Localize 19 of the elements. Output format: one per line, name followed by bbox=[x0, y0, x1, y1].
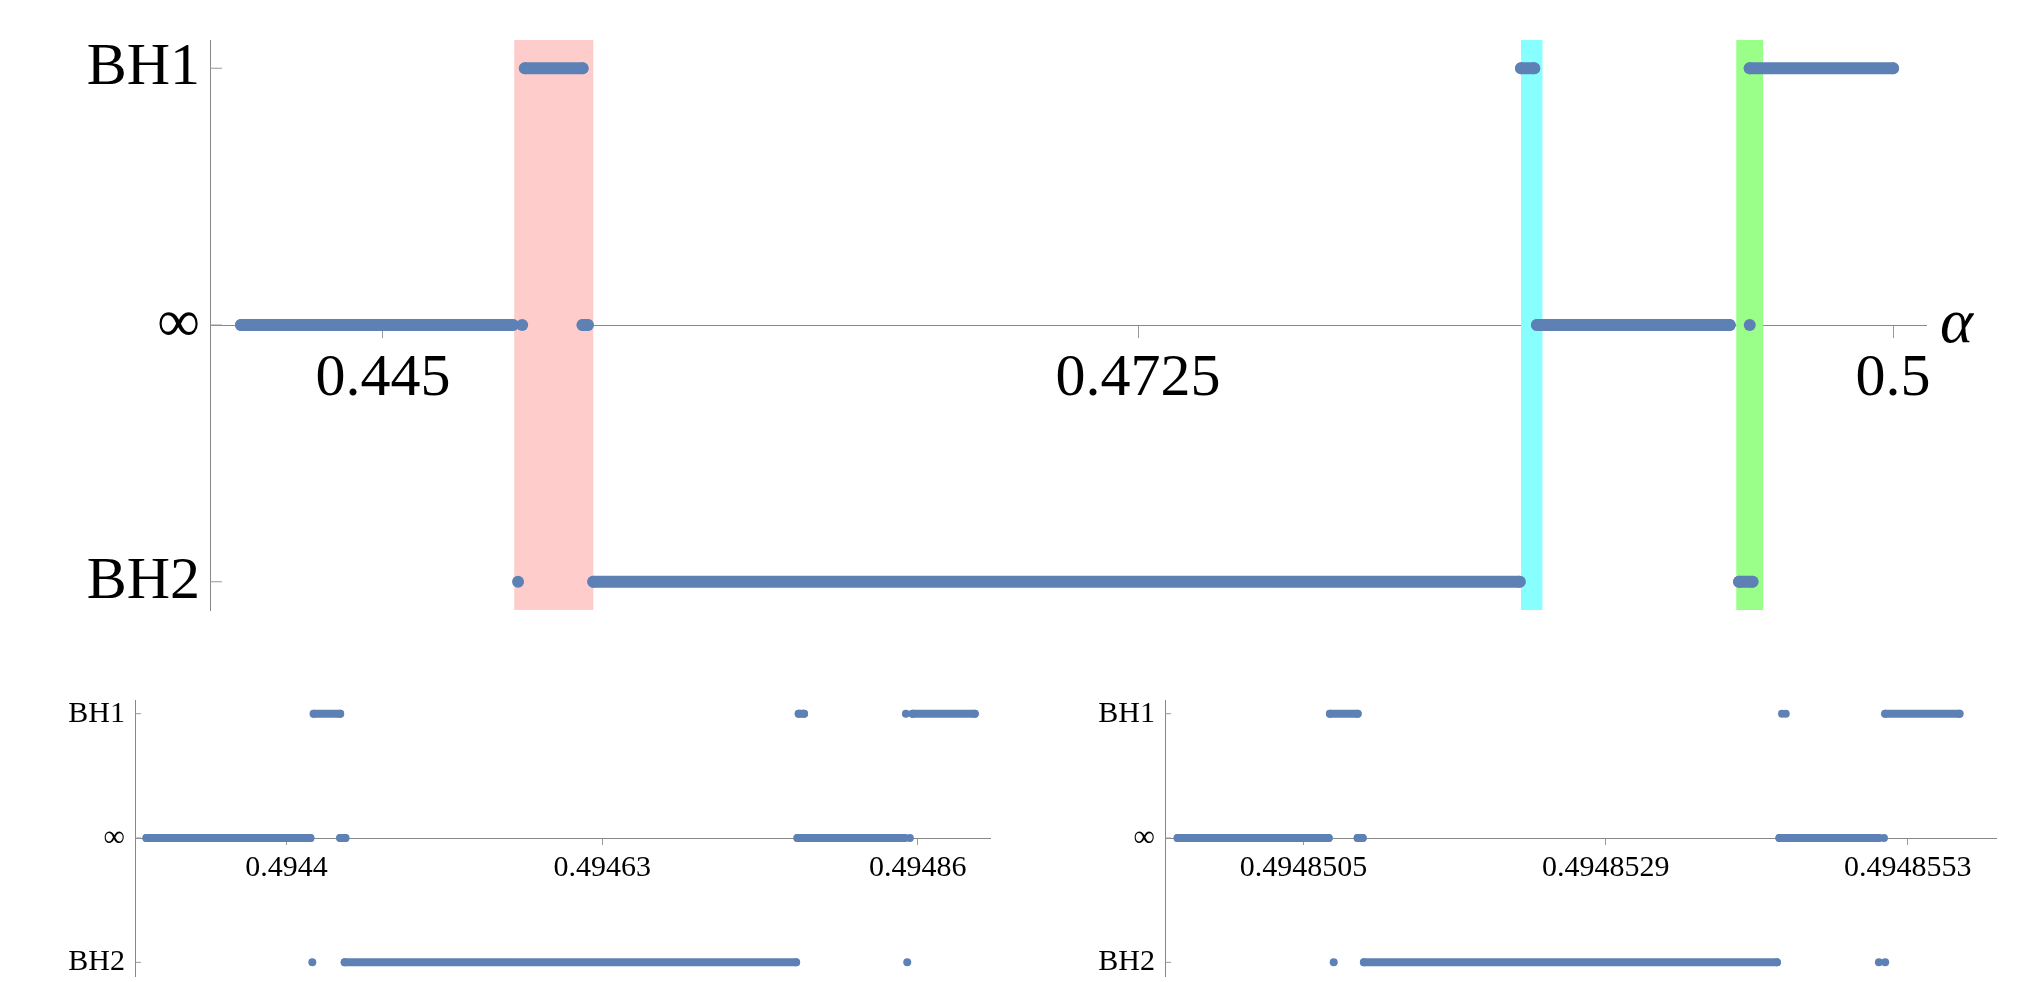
x-tick-label: 0.49463 bbox=[553, 848, 651, 882]
x-tick-label: 0.5 bbox=[1855, 341, 1931, 408]
text: ∞ bbox=[103, 818, 125, 852]
x-tick-label: 0.4948553 bbox=[1844, 848, 1972, 882]
text: ∞ bbox=[157, 287, 200, 354]
x-tick-label: 0.4948505 bbox=[1239, 848, 1368, 882]
x-tick-label: 0.4948529 bbox=[1541, 848, 1670, 882]
text: BH2 bbox=[86, 544, 200, 611]
text: BH2 bbox=[1098, 943, 1155, 977]
text: BH1 bbox=[86, 30, 200, 97]
text: BH1 bbox=[68, 694, 125, 728]
text: BH2 bbox=[68, 943, 125, 977]
text: ∞ bbox=[1133, 818, 1155, 852]
x-tick-label: 0.4944 bbox=[245, 848, 328, 882]
x-axis-title: α bbox=[1940, 285, 1975, 356]
x-tick-label: 0.49486 bbox=[869, 848, 967, 882]
text: BH1 bbox=[1098, 694, 1155, 728]
x-tick-label: 0.4725 bbox=[1055, 341, 1221, 408]
x-tick-label: 0.445 bbox=[315, 341, 451, 408]
